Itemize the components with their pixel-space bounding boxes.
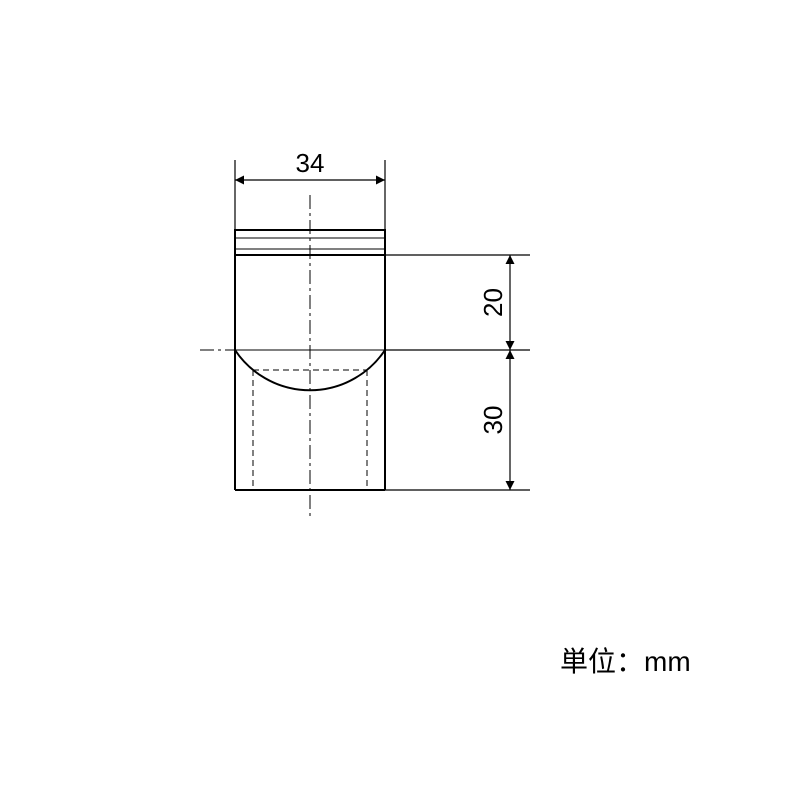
dim-height-30: 30	[478, 406, 508, 435]
unit-label: 単位：mm	[560, 640, 691, 680]
dim-width-34: 34	[296, 148, 325, 178]
technical-drawing: 34 20 30	[0, 0, 800, 800]
dim-height-20: 20	[478, 288, 508, 317]
